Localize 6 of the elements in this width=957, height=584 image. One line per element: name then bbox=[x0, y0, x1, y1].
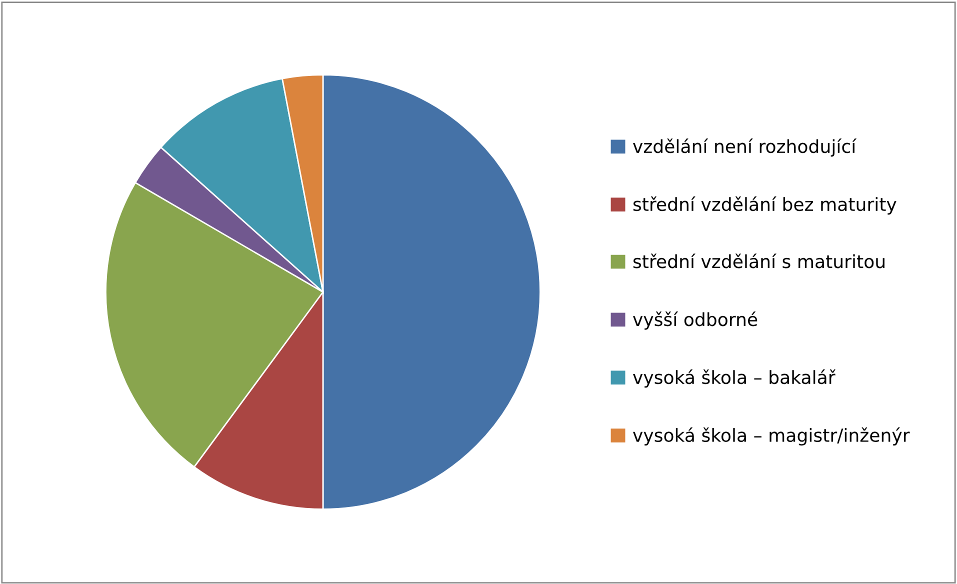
legend-label: střední vzdělání s maturitou bbox=[633, 254, 884, 268]
legend-label: střední vzdělání bez maturity bbox=[633, 196, 896, 215]
legend-label: vzdělání není rozhodující bbox=[633, 138, 857, 157]
legend-label: vyšší odborné bbox=[633, 312, 758, 330]
legend-label: vysoká škola – bakalář bbox=[633, 369, 836, 388]
legend-label: vysoká škola – magistr/inženýr bbox=[633, 427, 910, 446]
